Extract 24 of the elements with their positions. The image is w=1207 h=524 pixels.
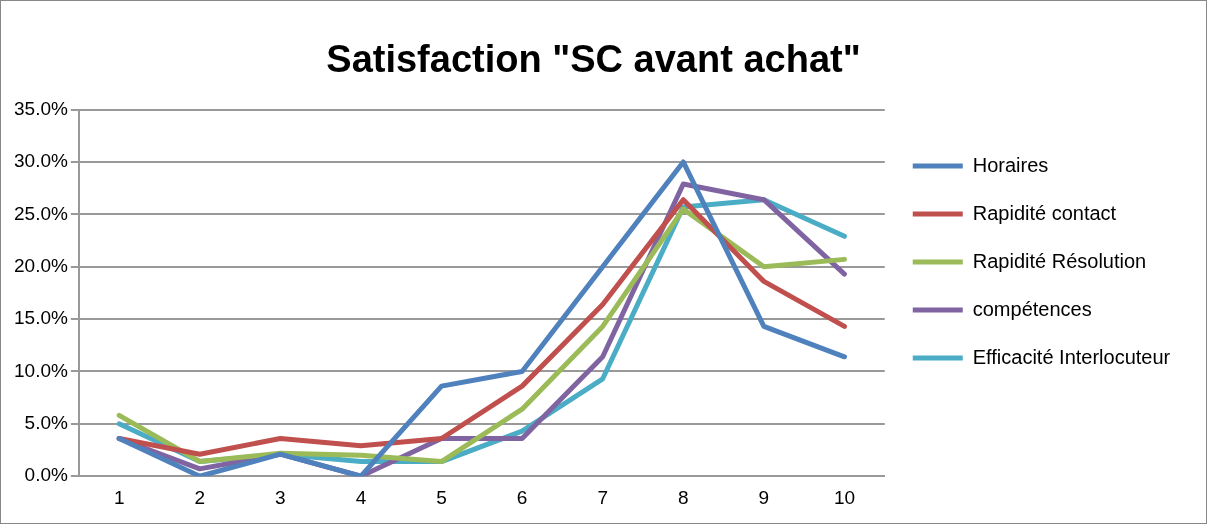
y-tick-label: 5.0% xyxy=(24,412,68,434)
x-tick-label: 4 xyxy=(355,486,367,508)
x-tick-label: 7 xyxy=(597,486,608,508)
x-tick-label: 1 xyxy=(113,486,125,508)
y-tick-label: 10.0% xyxy=(14,359,68,381)
x-tick-label: 10 xyxy=(833,486,856,508)
x-tick-label: 6 xyxy=(516,486,528,508)
y-tick-label: 0.0% xyxy=(24,464,68,486)
legend-label: Rapidité contact xyxy=(972,201,1117,224)
legend-label: Rapidité Résolution xyxy=(972,249,1147,272)
x-tick-label: 5 xyxy=(436,486,447,508)
y-tick-label: 25.0% xyxy=(14,202,68,224)
y-tick-label: 35.0% xyxy=(14,97,68,119)
x-tick-label: 8 xyxy=(677,486,689,508)
x-tick-label: 2 xyxy=(194,486,206,508)
x-tick-label: 9 xyxy=(758,486,770,508)
y-tick-label: 15.0% xyxy=(14,307,68,329)
chart-title: Satisfaction "SC avant achat" xyxy=(326,38,861,81)
legend-label: Efficacité Interlocuteur xyxy=(972,345,1171,368)
y-tick-label: 30.0% xyxy=(14,150,68,172)
y-tick-label: 20.0% xyxy=(14,254,68,276)
legend-label: compétences xyxy=(972,297,1092,320)
x-tick-label: 3 xyxy=(275,486,286,508)
legend-label: Horaires xyxy=(972,153,1049,176)
